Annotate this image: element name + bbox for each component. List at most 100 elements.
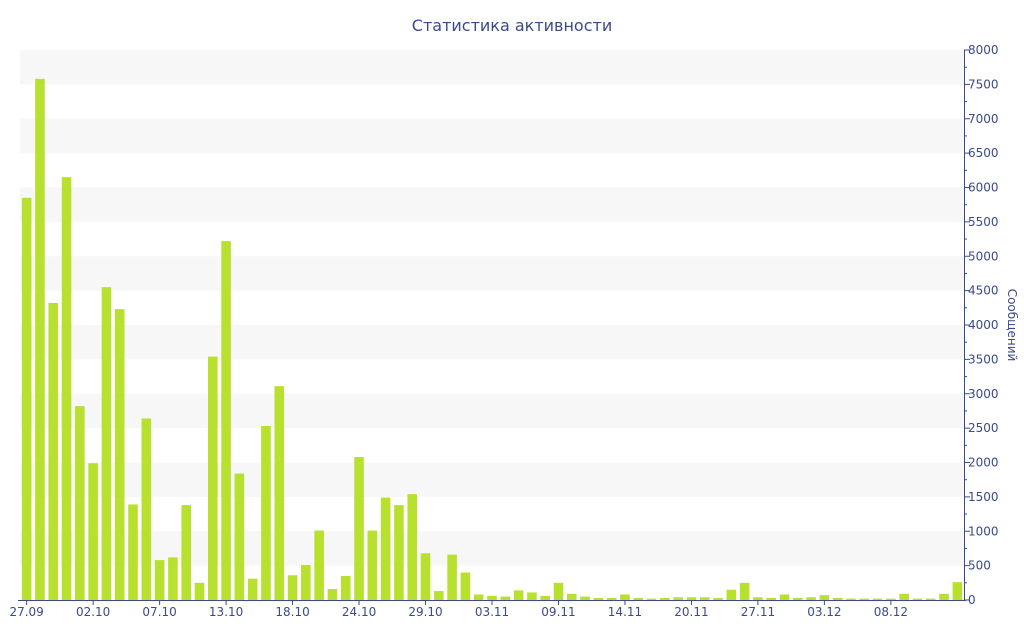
x-tick-label: 08.12 — [874, 605, 908, 619]
y-tick-label: 500 — [968, 559, 991, 573]
chart-title: Статистика активности — [411, 16, 613, 35]
bar — [301, 564, 311, 600]
y-tick-label: 7000 — [968, 112, 999, 126]
y-tick-label: 4500 — [968, 284, 999, 298]
y-tick-label: 6500 — [968, 146, 999, 160]
bar — [247, 578, 258, 600]
bar — [48, 303, 59, 600]
grid-band — [20, 187, 964, 222]
y-tick-label: 6000 — [968, 181, 999, 195]
bar — [340, 575, 351, 600]
bar — [806, 597, 816, 600]
bar — [327, 589, 338, 600]
bar — [566, 593, 577, 600]
bar — [952, 582, 963, 600]
bar — [846, 598, 856, 600]
bar — [447, 554, 457, 600]
bar — [487, 595, 497, 600]
bar — [899, 593, 909, 600]
grid-band — [20, 256, 964, 291]
bar — [912, 598, 923, 600]
bar — [420, 553, 431, 600]
bar — [673, 597, 683, 600]
x-tick-label: 27.09 — [9, 605, 43, 619]
bar — [859, 598, 870, 600]
bar — [61, 177, 72, 600]
bar — [726, 589, 737, 600]
bar — [699, 597, 710, 600]
bar — [939, 593, 949, 600]
bar — [553, 582, 564, 600]
bar — [473, 594, 484, 600]
bar — [314, 530, 324, 600]
y-tick-label: 0 — [968, 593, 976, 607]
bar — [832, 597, 843, 600]
y-tick-label: 2500 — [968, 421, 999, 435]
bar — [354, 457, 364, 600]
grid-band — [20, 118, 964, 154]
bar — [819, 595, 830, 600]
bar — [540, 595, 550, 600]
bar — [686, 597, 697, 600]
bar — [101, 287, 112, 600]
bar — [872, 598, 883, 600]
bar — [261, 426, 271, 600]
x-tick-label: 02.10 — [76, 605, 110, 619]
bar — [181, 505, 191, 600]
y-tick-label: 2000 — [968, 456, 999, 470]
y-tick-label: 5000 — [968, 249, 999, 263]
bar — [434, 591, 444, 600]
y-tick-label: 1000 — [968, 524, 999, 538]
bar — [208, 356, 218, 600]
bar — [407, 494, 418, 600]
bar — [886, 598, 896, 600]
bar — [21, 197, 32, 600]
y-tick-label: 7500 — [968, 77, 999, 91]
grid-band — [20, 325, 964, 360]
y-tick-label: 5500 — [968, 215, 999, 229]
bar — [513, 590, 524, 600]
x-tick-label: 18.10 — [275, 605, 309, 619]
x-tick-label: 07.10 — [142, 605, 176, 619]
bar — [168, 557, 178, 600]
bar — [394, 505, 404, 600]
bar — [154, 560, 165, 600]
bar — [234, 473, 245, 600]
bar — [633, 597, 644, 600]
bar — [88, 463, 98, 600]
bar — [274, 386, 285, 600]
bar — [660, 597, 670, 600]
grid-band — [20, 462, 964, 497]
bar — [779, 594, 790, 600]
bar — [114, 309, 125, 600]
bar — [593, 597, 604, 600]
bar — [128, 504, 138, 600]
bar — [713, 597, 723, 600]
bar — [75, 406, 85, 600]
bar — [793, 597, 803, 600]
y-tick-label: 4000 — [968, 318, 999, 332]
bar — [287, 575, 298, 600]
bar — [620, 594, 630, 600]
bar — [646, 598, 657, 600]
y-tick-label: 8000 — [968, 43, 999, 57]
x-tick-label: 27.11 — [741, 605, 775, 619]
y-tick-label: 1500 — [968, 490, 999, 504]
x-tick-label: 29.10 — [408, 605, 442, 619]
bar — [460, 572, 471, 600]
x-tick-label: 14.11 — [608, 605, 642, 619]
grid-band — [20, 393, 964, 429]
bar — [766, 597, 776, 600]
y-axis-title: Сообщений — [1005, 289, 1019, 362]
y-tick-label: 3500 — [968, 352, 999, 366]
x-tick-label: 03.12 — [807, 605, 841, 619]
bar — [925, 598, 936, 600]
bar — [221, 241, 231, 600]
x-tick-label: 24.10 — [342, 605, 376, 619]
bar — [141, 418, 152, 600]
grid-band — [20, 50, 964, 85]
x-tick-label: 20.11 — [674, 605, 708, 619]
bar — [753, 597, 763, 600]
